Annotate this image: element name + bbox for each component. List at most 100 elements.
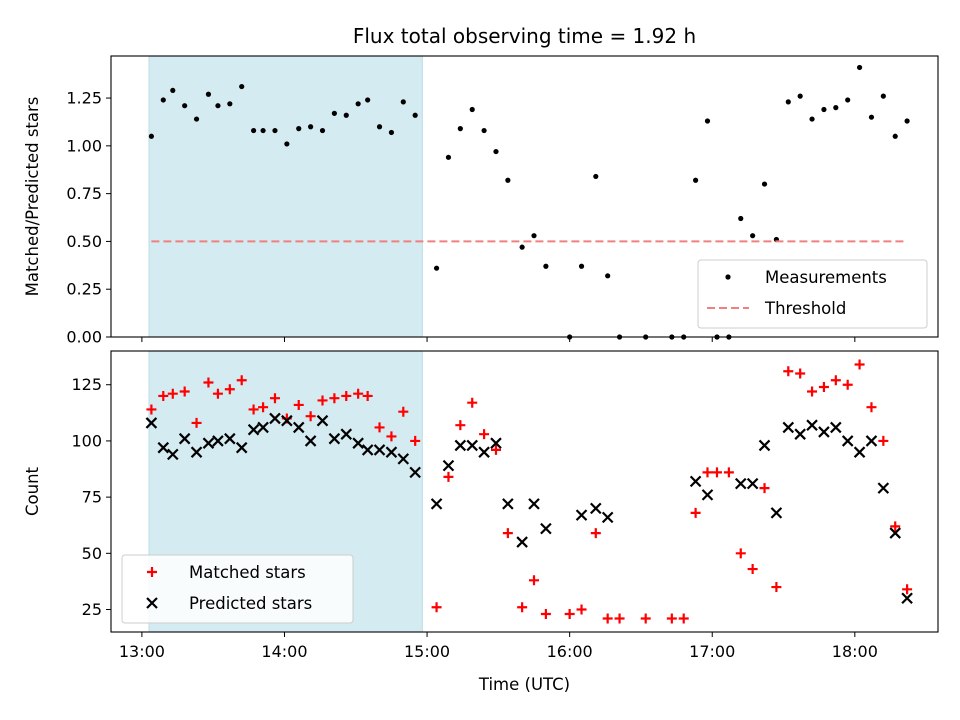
data-point — [711, 467, 722, 478]
x-tick-label: 15:00 — [404, 642, 450, 661]
data-point — [785, 99, 791, 105]
data-point — [901, 592, 913, 605]
data-point — [190, 446, 203, 458]
data-point — [178, 432, 191, 445]
data-point — [690, 507, 701, 518]
data-point — [904, 118, 910, 124]
legend-marker — [147, 567, 157, 577]
data-point — [746, 477, 759, 490]
data-point — [795, 368, 806, 379]
data-point — [260, 127, 266, 134]
data-point — [157, 441, 170, 454]
data-point — [758, 439, 771, 452]
y-tick-label: 1.00 — [66, 136, 102, 155]
data-point — [678, 613, 689, 624]
data-point — [398, 406, 409, 417]
data-point — [319, 127, 326, 134]
series-predicted-stars — [145, 412, 913, 605]
data-point — [759, 483, 770, 494]
data-point — [443, 471, 454, 482]
data-point — [316, 414, 329, 427]
x-tick-label: 13:00 — [119, 642, 165, 661]
data-point — [809, 116, 815, 122]
data-point — [782, 421, 795, 434]
data-point — [365, 97, 371, 103]
data-point — [519, 244, 525, 250]
x-tick-label: 16:00 — [547, 642, 593, 661]
data-point — [833, 105, 839, 111]
data-point — [856, 64, 863, 71]
data-point — [702, 467, 713, 478]
data-point — [341, 390, 352, 401]
data-point — [892, 133, 898, 139]
data-point — [340, 428, 353, 440]
data-point — [454, 439, 467, 452]
data-point — [433, 265, 440, 271]
data-point — [818, 426, 830, 438]
data-point — [640, 613, 651, 624]
data-point — [889, 527, 902, 539]
data-point — [771, 582, 782, 593]
legend: Measurements Threshold — [697, 259, 928, 329]
data-point — [593, 173, 599, 180]
data-point — [329, 393, 340, 404]
data-point — [182, 103, 188, 109]
top-panel-ratio: 0.00 0.25 0.50 0.75 1.00 1.25 Matched/Predicte… — [23, 24, 939, 347]
data-point — [248, 404, 259, 415]
y-tick-label: 0.75 — [66, 184, 102, 203]
data-point — [575, 509, 588, 521]
data-point — [490, 444, 501, 455]
data-point — [865, 435, 878, 447]
data-point — [170, 87, 176, 94]
data-point — [167, 388, 178, 399]
data-point — [386, 431, 397, 442]
data-point — [704, 118, 711, 124]
data-point — [734, 477, 747, 490]
data-point — [818, 381, 829, 392]
chart-title: Flux total observing time = 1.92 h — [353, 24, 696, 48]
x-tick-label: 18:00 — [832, 642, 878, 661]
data-point — [821, 106, 827, 113]
data-point — [304, 435, 317, 447]
data-point — [160, 97, 166, 103]
data-point — [250, 127, 257, 134]
data-point — [388, 129, 395, 136]
data-point — [235, 441, 248, 454]
data-point — [328, 432, 341, 445]
data-point — [466, 439, 478, 452]
bottom-panel-counts: 25 50 75 100 125 13:00 14:00 15:00 16:00 17:00 18:… — [23, 350, 939, 694]
data-point — [761, 181, 768, 187]
data-point — [167, 448, 179, 461]
data-point — [442, 459, 455, 472]
data-point — [205, 91, 212, 97]
data-point — [868, 114, 875, 120]
series-measurements — [148, 64, 910, 340]
data-point — [794, 428, 806, 440]
data-point — [502, 498, 514, 510]
data-point — [540, 609, 551, 620]
data-point — [308, 124, 314, 130]
y-tick-label: 125 — [71, 375, 102, 394]
data-point — [689, 475, 702, 488]
data-point — [481, 127, 487, 134]
data-point — [467, 397, 478, 408]
data-point — [517, 602, 528, 613]
data-point — [236, 375, 247, 386]
data-point — [701, 489, 714, 501]
data-point — [807, 386, 818, 397]
data-point — [317, 395, 328, 406]
data-point — [877, 482, 890, 494]
data-point — [666, 613, 677, 624]
data-point — [880, 93, 886, 99]
y-tick-label: 0.50 — [66, 232, 102, 251]
data-point — [738, 215, 744, 222]
y-tick-label: 25 — [82, 600, 102, 619]
y-tick-label: 0.25 — [66, 280, 102, 299]
data-point — [590, 502, 602, 515]
data-point — [747, 564, 758, 575]
data-point — [212, 388, 223, 399]
data-point — [410, 435, 421, 446]
legend-box — [697, 259, 928, 329]
x-axis-label: Time (UTC) — [478, 675, 570, 694]
legend-marker — [146, 597, 158, 609]
